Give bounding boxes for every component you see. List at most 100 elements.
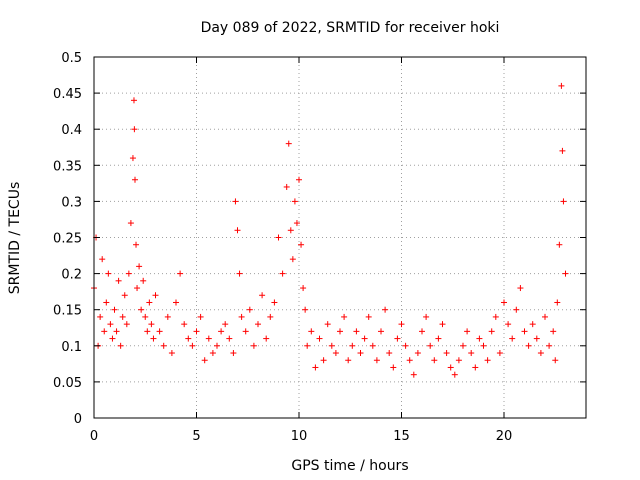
data-point xyxy=(398,321,405,328)
y-tick-label: 0.3 xyxy=(61,195,82,210)
data-point xyxy=(406,357,413,364)
data-point xyxy=(142,313,149,320)
data-point xyxy=(136,263,143,270)
data-point xyxy=(505,321,512,328)
data-point xyxy=(304,342,311,349)
data-point xyxy=(386,350,393,357)
data-point xyxy=(119,313,126,320)
data-point xyxy=(550,328,557,335)
data-point xyxy=(283,183,290,190)
data-point xyxy=(115,277,122,284)
data-point xyxy=(488,328,495,335)
data-point xyxy=(285,140,292,147)
data-point xyxy=(279,270,286,277)
data-point xyxy=(414,350,421,357)
data-point xyxy=(271,299,278,306)
data-point xyxy=(496,350,503,357)
data-point xyxy=(234,227,241,234)
data-point xyxy=(525,342,532,349)
data-point xyxy=(144,328,151,335)
data-point xyxy=(513,306,520,313)
data-point xyxy=(324,321,331,328)
data-points xyxy=(91,82,569,378)
data-point xyxy=(103,299,110,306)
y-tick-label: 0.15 xyxy=(53,304,82,319)
data-point xyxy=(451,371,458,378)
data-point xyxy=(125,270,132,277)
data-point xyxy=(205,335,212,342)
data-point xyxy=(189,342,196,349)
axis-ticks: 0 0.05 0.1 0.15 0.2 0.25 0.3 0.35 0.4 0.45 0.5 0 5 10… xyxy=(53,51,586,444)
data-point xyxy=(492,313,499,320)
data-point xyxy=(484,357,491,364)
data-point xyxy=(410,371,417,378)
data-point xyxy=(435,335,442,342)
x-tick-label: 10 xyxy=(291,429,308,444)
data-point xyxy=(558,82,565,89)
data-point xyxy=(160,342,167,349)
data-point xyxy=(111,306,118,313)
data-point xyxy=(255,321,261,328)
data-point xyxy=(382,306,389,313)
data-point xyxy=(455,357,462,364)
y-tick-label: 0.1 xyxy=(61,340,82,355)
data-point xyxy=(378,328,384,335)
data-point xyxy=(337,328,343,335)
data-point xyxy=(242,328,249,335)
y-tick-label: 0.5 xyxy=(61,51,82,66)
x-tick-label: 0 xyxy=(90,429,98,444)
data-point xyxy=(214,342,220,349)
y-tick-label: 0.4 xyxy=(61,123,82,138)
data-point xyxy=(427,342,434,349)
data-point xyxy=(476,335,483,342)
y-tick-label: 0 xyxy=(74,412,82,427)
data-point xyxy=(302,306,309,313)
data-point xyxy=(345,357,352,364)
data-point xyxy=(431,357,438,364)
y-tick-label: 0.25 xyxy=(53,232,82,247)
data-point xyxy=(130,97,137,104)
data-point xyxy=(226,335,233,342)
y-tick-label: 0.2 xyxy=(61,268,82,283)
data-point xyxy=(201,357,208,364)
data-point xyxy=(181,321,188,328)
data-point xyxy=(132,176,138,183)
data-point xyxy=(146,299,153,306)
chart-title: Day 089 of 2022, SRMTID for receiver hok… xyxy=(201,20,500,36)
data-point xyxy=(447,364,454,371)
data-point xyxy=(105,270,112,277)
data-point xyxy=(357,350,364,357)
y-axis-title: SRMTID / TECUs xyxy=(7,182,23,295)
data-point xyxy=(101,328,108,335)
data-point xyxy=(129,155,136,162)
x-tick-label: 20 xyxy=(496,429,513,444)
data-point xyxy=(222,321,229,328)
data-point xyxy=(562,270,569,277)
data-point xyxy=(230,350,237,357)
data-point xyxy=(332,350,339,357)
data-point xyxy=(349,342,356,349)
data-point xyxy=(291,198,298,205)
data-point xyxy=(509,335,516,342)
data-point xyxy=(177,270,184,277)
data-point xyxy=(238,313,245,320)
data-point xyxy=(308,328,315,335)
data-point xyxy=(152,292,159,299)
data-point xyxy=(554,299,561,306)
data-point xyxy=(546,342,553,349)
data-point xyxy=(140,277,147,284)
data-point xyxy=(209,350,216,357)
data-point xyxy=(369,342,376,349)
data-point xyxy=(521,328,528,335)
data-point xyxy=(472,364,479,371)
data-point xyxy=(468,350,475,357)
data-point xyxy=(419,328,425,335)
data-point xyxy=(320,357,327,364)
data-point xyxy=(117,342,124,349)
data-point xyxy=(533,335,540,342)
data-point xyxy=(99,256,106,263)
data-point xyxy=(443,350,450,357)
data-point xyxy=(138,306,145,313)
data-point xyxy=(134,285,141,292)
